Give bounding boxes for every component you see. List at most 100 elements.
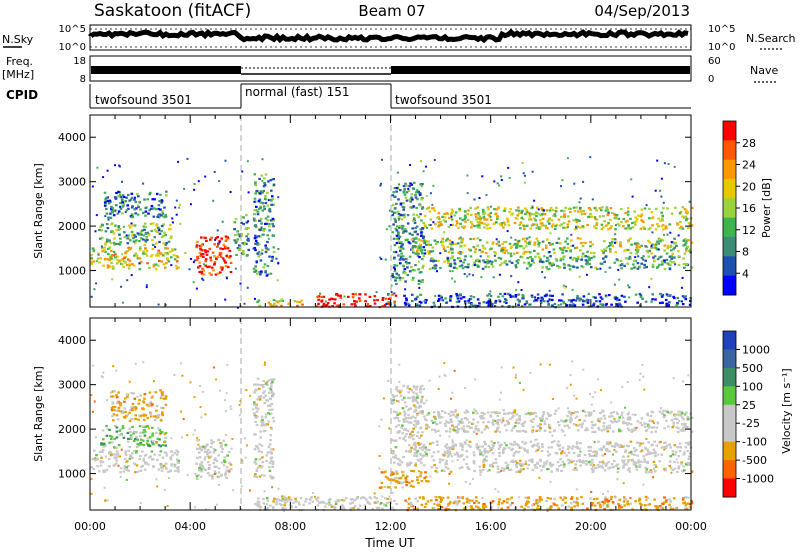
echo-cell	[455, 503, 459, 506]
echo-cell	[508, 242, 512, 245]
echo-cell	[466, 418, 469, 421]
echo-cell	[115, 369, 118, 372]
echo-cell	[518, 419, 522, 422]
echo-cell	[158, 240, 161, 244]
echo-cell	[229, 255, 232, 258]
echo-cell	[493, 305, 496, 308]
echo-cell	[542, 413, 545, 416]
echo-cell	[477, 217, 481, 220]
echo-cell	[219, 445, 223, 448]
echo-cell	[654, 243, 658, 246]
echo-cell	[246, 160, 249, 163]
echo-cell	[538, 496, 542, 499]
echo-cell	[531, 259, 534, 262]
echo-cell	[448, 482, 451, 485]
echo-cell	[243, 241, 247, 244]
echo-cell	[154, 263, 158, 266]
echo-cell	[470, 213, 473, 216]
echo-cell	[311, 500, 315, 503]
echo-cell	[439, 223, 443, 226]
echo-cell	[517, 206, 520, 209]
echo-cell	[553, 227, 557, 230]
echo-cell	[119, 237, 122, 240]
echo-cell	[560, 223, 564, 226]
echo-cell	[663, 268, 667, 271]
echo-cell	[471, 422, 474, 425]
echo-cell	[103, 246, 106, 249]
echo-cell	[575, 468, 578, 471]
echo-cell	[398, 279, 402, 282]
echo-cell	[92, 249, 96, 253]
echo-cell	[121, 258, 124, 261]
echo-cell	[265, 222, 268, 225]
echo-cell	[624, 449, 628, 452]
echo-cell	[524, 240, 527, 243]
echo-cell	[527, 463, 530, 466]
echo-cell	[108, 258, 112, 262]
echo-cell	[556, 242, 559, 244]
echo-cell	[117, 190, 120, 193]
echo-cell	[437, 221, 441, 224]
echo-cell	[682, 239, 685, 242]
echo-cell	[664, 468, 667, 471]
echo-cell	[575, 246, 579, 249]
echo-cell	[212, 269, 215, 272]
echo-cell	[480, 221, 484, 224]
echo-cell	[512, 443, 516, 446]
echo-cell	[651, 452, 654, 455]
echo-cell	[589, 393, 591, 395]
echo-cell	[252, 219, 256, 222]
echo-cell	[466, 192, 469, 195]
echo-cell	[533, 243, 537, 246]
echo-cell	[592, 409, 596, 413]
echo-cell	[620, 506, 623, 509]
echo-cell	[650, 246, 654, 250]
echo-cell	[515, 450, 518, 453]
colorbar-swatch	[723, 237, 736, 257]
echo-cell	[264, 270, 267, 273]
echo-cell	[571, 411, 574, 415]
echo-cell	[142, 182, 145, 185]
echo-cell	[657, 248, 660, 251]
echo-cell	[510, 275, 513, 278]
echo-cell	[118, 455, 121, 458]
echo-cell	[392, 237, 396, 240]
echo-cell	[456, 222, 459, 225]
echo-cell	[602, 226, 605, 229]
echo-cell	[406, 238, 409, 241]
echo-cell	[604, 303, 608, 306]
echo-cell	[263, 402, 267, 405]
echo-cell	[104, 250, 107, 253]
echo-cell	[489, 465, 492, 468]
echo-cell	[648, 503, 651, 506]
echo-cell	[123, 231, 126, 234]
echo-cell	[674, 507, 677, 510]
echo-cell	[570, 244, 573, 247]
echo-cell	[112, 413, 116, 416]
echo-cell	[558, 465, 561, 468]
echo-cell	[193, 188, 196, 191]
echo-cell	[585, 259, 589, 262]
echo-cell	[358, 293, 362, 296]
echo-cell	[517, 444, 520, 447]
echo-cell	[481, 175, 484, 178]
echo-cell	[483, 428, 487, 431]
echo-cell	[590, 256, 593, 260]
echo-cell	[272, 506, 275, 509]
echo-cell	[247, 220, 250, 223]
echo-cell	[476, 224, 479, 227]
echo-cell	[150, 450, 154, 453]
echo-cell	[117, 444, 121, 447]
echo-cell	[99, 464, 103, 467]
echo-cell	[388, 478, 391, 481]
echo-cell	[254, 297, 256, 300]
echo-cell	[424, 502, 428, 505]
echo-cell	[412, 427, 415, 430]
echo-cell	[217, 475, 220, 479]
echo-cell	[543, 423, 547, 426]
echo-cell	[509, 295, 513, 298]
echo-cell	[139, 431, 142, 434]
echo-cell	[253, 197, 257, 200]
echo-cell	[622, 420, 625, 423]
echo-cell	[415, 388, 418, 391]
